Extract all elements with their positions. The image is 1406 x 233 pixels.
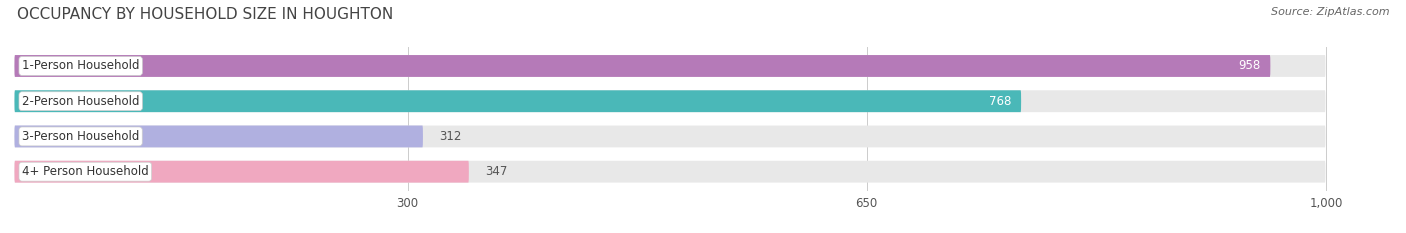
Text: 2-Person Household: 2-Person Household	[22, 95, 139, 108]
Text: 3-Person Household: 3-Person Household	[22, 130, 139, 143]
Text: 1-Person Household: 1-Person Household	[22, 59, 139, 72]
FancyBboxPatch shape	[14, 90, 1326, 112]
Text: Source: ZipAtlas.com: Source: ZipAtlas.com	[1271, 7, 1389, 17]
FancyBboxPatch shape	[14, 55, 1326, 77]
FancyBboxPatch shape	[14, 126, 1326, 147]
Text: 958: 958	[1239, 59, 1260, 72]
Text: 768: 768	[988, 95, 1011, 108]
Text: OCCUPANCY BY HOUSEHOLD SIZE IN HOUGHTON: OCCUPANCY BY HOUSEHOLD SIZE IN HOUGHTON	[17, 7, 394, 22]
FancyBboxPatch shape	[14, 90, 1021, 112]
FancyBboxPatch shape	[14, 161, 1326, 183]
FancyBboxPatch shape	[14, 126, 423, 147]
Text: 312: 312	[439, 130, 461, 143]
Text: 4+ Person Household: 4+ Person Household	[22, 165, 149, 178]
FancyBboxPatch shape	[14, 55, 1271, 77]
FancyBboxPatch shape	[14, 161, 468, 183]
Text: 347: 347	[485, 165, 508, 178]
